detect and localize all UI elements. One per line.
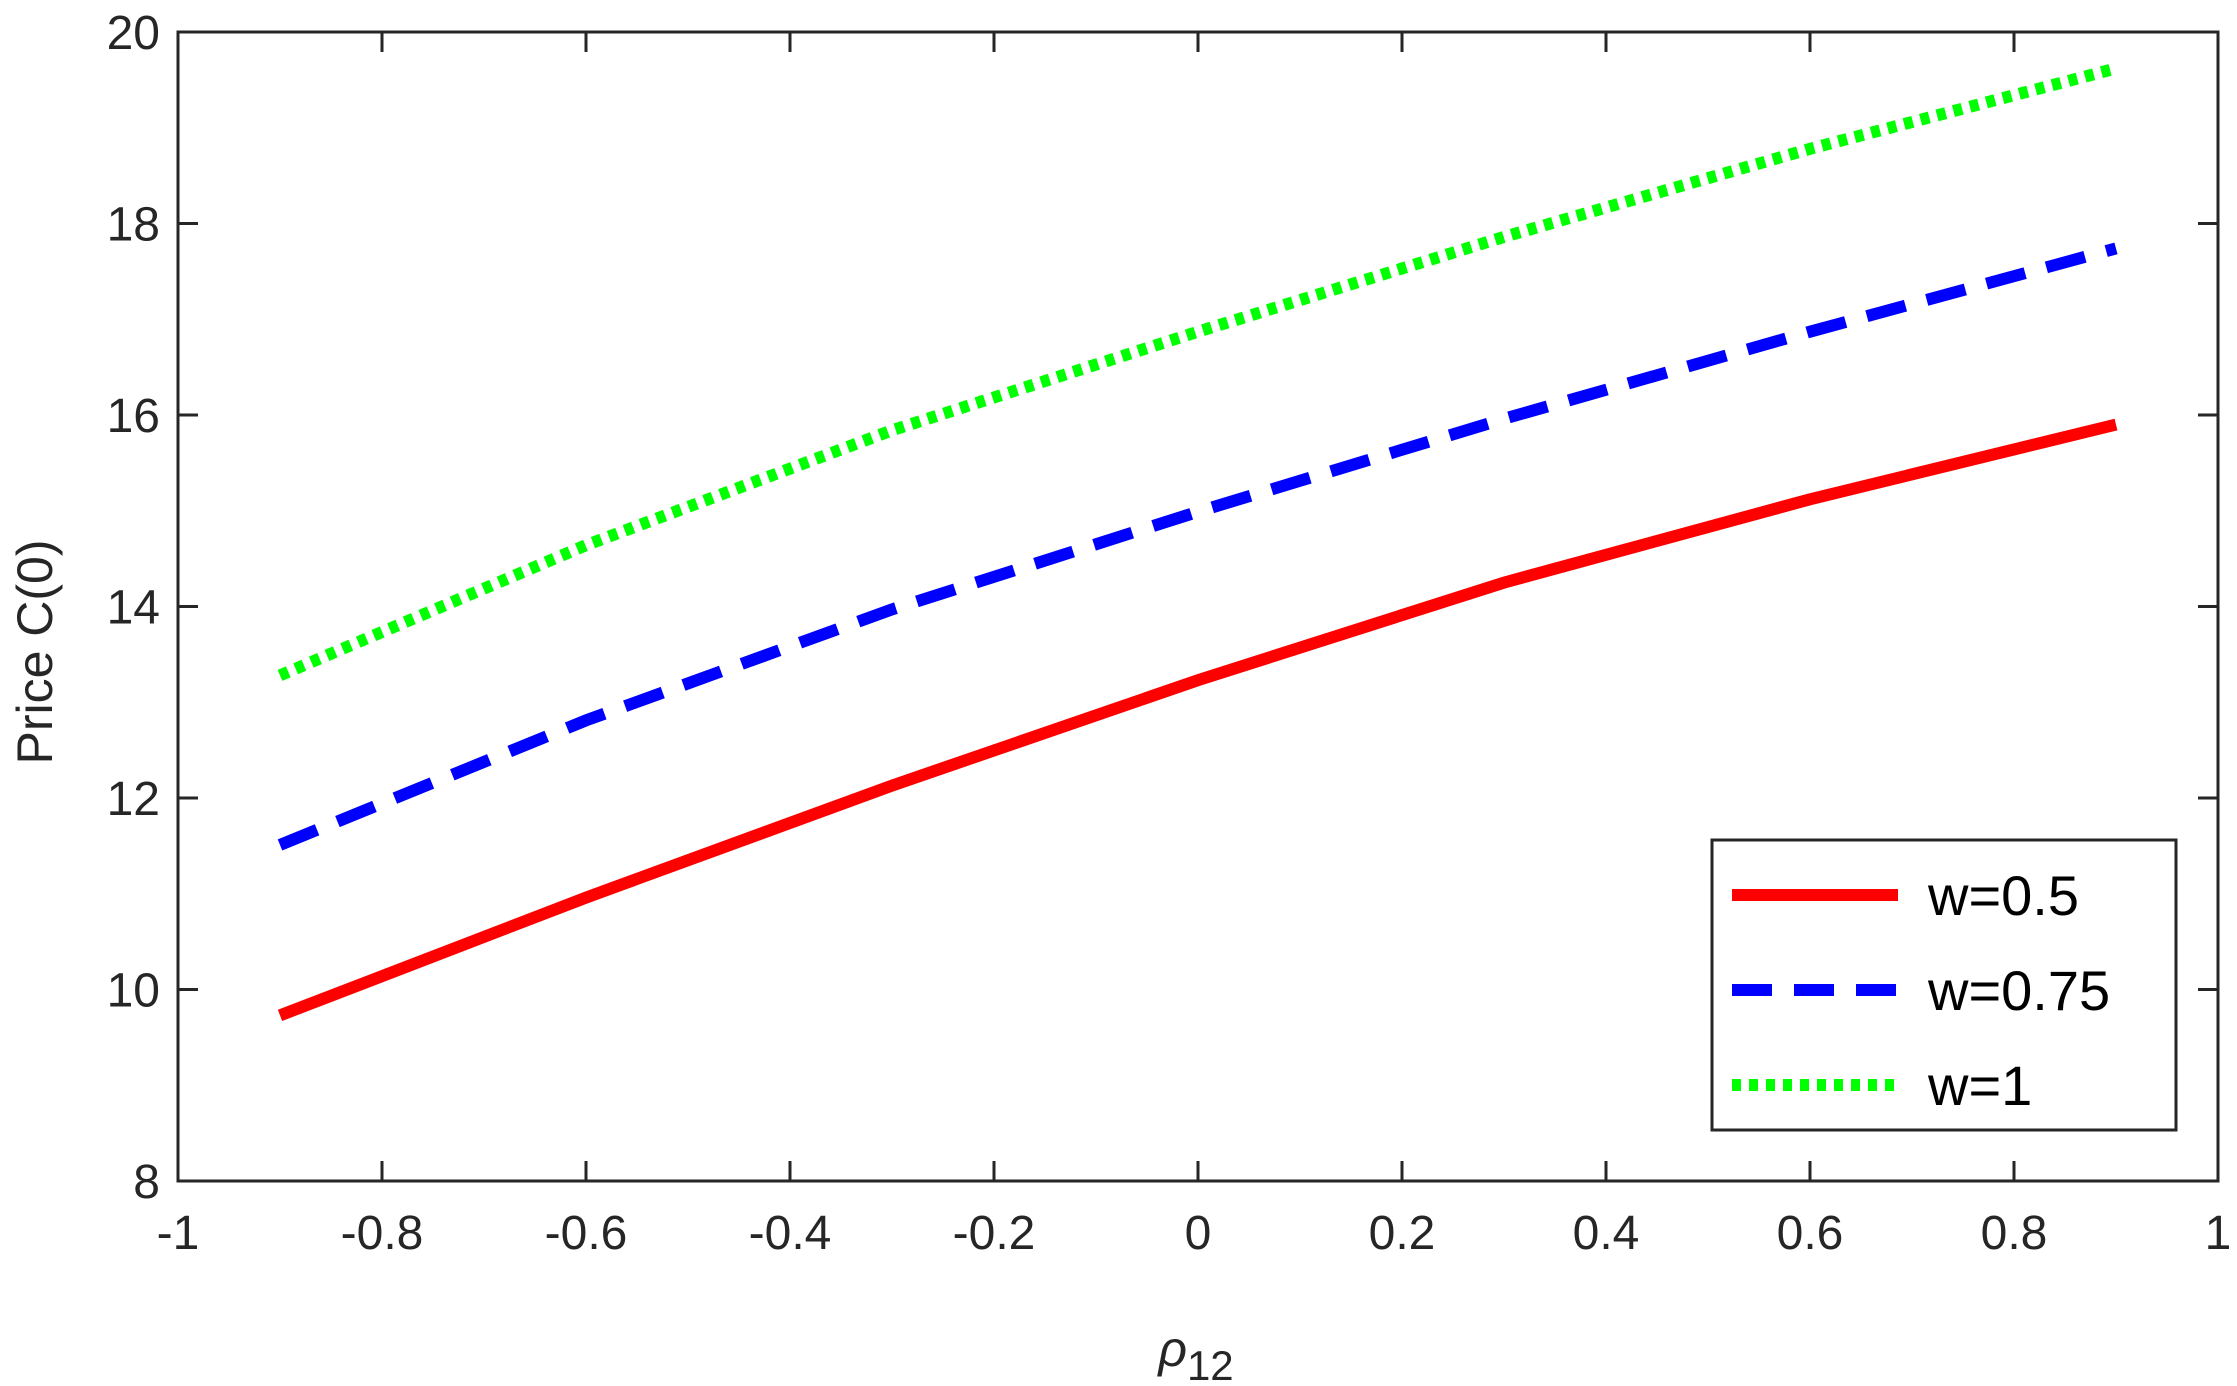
legend-label-1: w=0.5 (1927, 864, 2079, 927)
legend: w=0.5 w=0.75 w=1 (1710, 838, 2178, 1132)
x-axis: -1 -0.8 -0.6 -0.4 -0.2 0 0.2 0.4 0.6 0.8 1 (157, 32, 2232, 1260)
legend-label-3: w=1 (1927, 1054, 2032, 1117)
series-layer (277, 62, 2118, 1021)
y-tick-label: 8 (133, 1156, 160, 1209)
y-tick-label: 20 (107, 7, 160, 60)
x-axis-title: ρ12 (1156, 1321, 1233, 1386)
x-tick-label: 0.4 (1573, 1207, 1640, 1260)
series-line-1 (277, 418, 2118, 1021)
y-tick-label: 18 (107, 199, 160, 252)
x-tick-label: -0.2 (953, 1207, 1036, 1260)
x-tick-label: 0.2 (1369, 1207, 1436, 1260)
x-tick-label: 1 (2205, 1207, 2232, 1260)
x-tick-label: -0.4 (749, 1207, 832, 1260)
y-tick-label: 12 (107, 773, 160, 826)
x-tick-label: 0.6 (1777, 1207, 1844, 1260)
series-line-3 (277, 62, 2118, 681)
x-tick-label: -1 (157, 1207, 200, 1260)
y-tick-label: 10 (107, 965, 160, 1018)
y-axis-title: Price C(0) (7, 539, 63, 764)
x-tick-label: 0 (1185, 1207, 1212, 1260)
x-tick-label: -0.8 (341, 1207, 424, 1260)
y-tick-label: 16 (107, 390, 160, 443)
x-tick-label: 0.8 (1981, 1207, 2048, 1260)
y-axis: 8 10 12 14 16 18 20 (107, 7, 2218, 1209)
x-tick-label: -0.6 (545, 1207, 628, 1260)
x-axis-title-subscript: 12 (1187, 1342, 1234, 1386)
series-line-2 (277, 242, 2118, 851)
y-tick-label: 14 (107, 582, 160, 635)
x-axis-title-symbol: ρ (1156, 1321, 1187, 1377)
legend-label-2: w=0.75 (1927, 959, 2110, 1022)
